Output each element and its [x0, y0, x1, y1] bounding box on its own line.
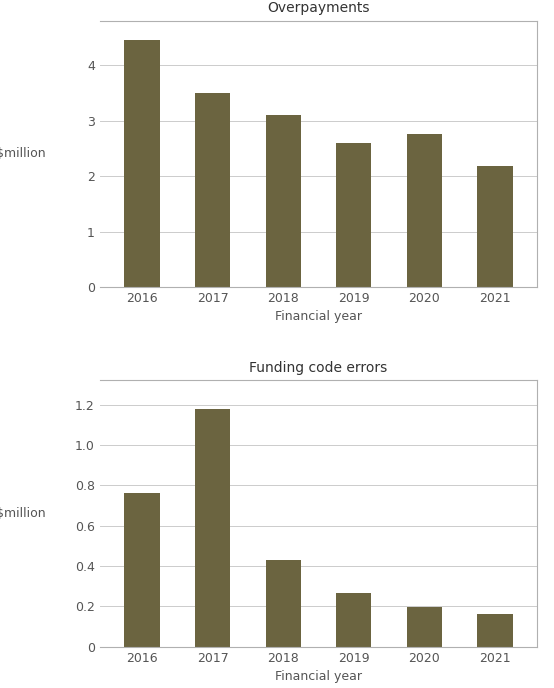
Bar [195, 93, 230, 287]
X-axis label: Financial year: Financial year [275, 310, 362, 323]
Bar [336, 142, 372, 287]
Bar [336, 593, 372, 647]
Bar [125, 40, 160, 287]
Bar [125, 493, 160, 647]
Bar [407, 134, 442, 287]
Bar [265, 560, 301, 647]
Title: Funding code errors: Funding code errors [249, 361, 388, 375]
Bar [478, 614, 512, 647]
X-axis label: Financial year: Financial year [275, 670, 362, 683]
Bar [407, 608, 442, 647]
Text: $million: $million [0, 147, 46, 160]
Bar [265, 115, 301, 287]
Bar [195, 409, 230, 647]
Title: Overpayments: Overpayments [267, 1, 370, 15]
Text: $million: $million [0, 507, 46, 520]
Bar [478, 166, 512, 287]
